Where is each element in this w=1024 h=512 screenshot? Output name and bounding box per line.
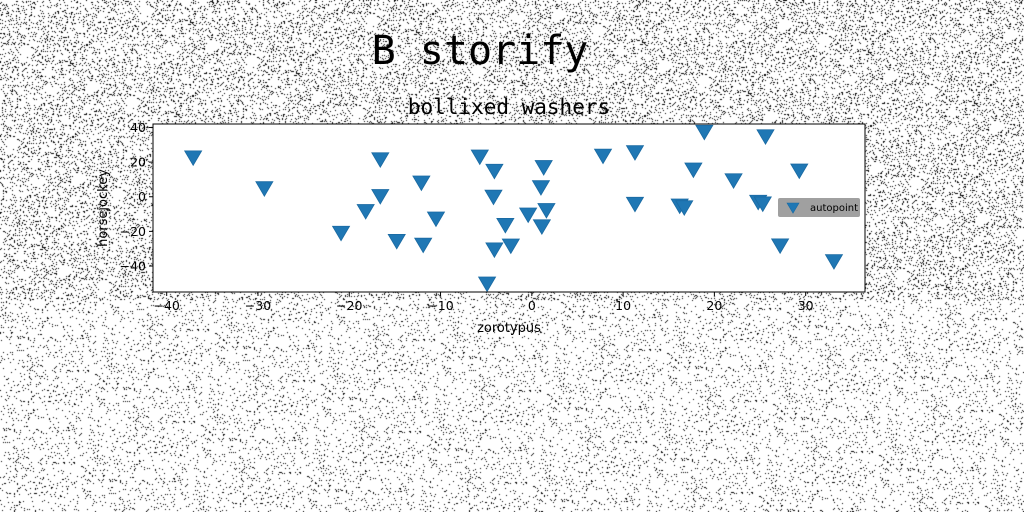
data-point [593, 148, 613, 165]
data-point [255, 181, 274, 197]
x-tick-label: 30 [798, 298, 814, 313]
chart-title: bollixed washers [408, 95, 610, 119]
plot-frame [152, 123, 866, 293]
legend-marker-icon [786, 202, 800, 214]
data-point [331, 225, 351, 242]
data-point [756, 129, 775, 145]
data-point [724, 173, 743, 189]
data-point [537, 203, 556, 219]
data-point [484, 189, 503, 206]
legend: autopoint [778, 198, 860, 217]
x-tick-label: −30 [245, 298, 271, 313]
data-point [695, 124, 714, 141]
x-tick-label: −20 [336, 298, 362, 313]
data-point [770, 238, 790, 255]
data-point [496, 218, 515, 234]
data-point [753, 196, 772, 213]
data-point [684, 162, 703, 179]
y-tick-label: 0 [138, 189, 146, 204]
x-tick-label: 20 [706, 298, 722, 313]
data-point [824, 254, 844, 270]
data-point [501, 238, 521, 255]
x-tick-label: 10 [615, 298, 631, 313]
x-axis-label: zorotypus [477, 321, 541, 336]
data-point [531, 180, 551, 196]
figure-suptitle: B storify [371, 28, 589, 74]
data-point [477, 276, 497, 293]
data-point [485, 242, 504, 259]
x-tick-label: −10 [427, 298, 453, 313]
data-point [790, 163, 809, 180]
data-point [625, 196, 645, 213]
data-point [371, 189, 390, 205]
data-point [387, 233, 406, 250]
data-point [470, 149, 489, 166]
data-point [518, 207, 538, 224]
y-axis-ticks: −40 −20 0 20 40 [120, 120, 153, 274]
legend-label: autopoint [810, 203, 858, 214]
data-point [675, 200, 694, 216]
y-axis-label: horsejockey [96, 169, 111, 247]
x-tick-label: 0 [528, 298, 536, 313]
data-point [426, 211, 446, 228]
x-axis-ticks: −40 −30 −20 −10 0 10 20 30 [153, 292, 814, 313]
data-point [625, 145, 645, 161]
y-tick-label: 20 [130, 155, 146, 170]
data-point [532, 219, 552, 236]
y-tick-label: −20 [120, 224, 146, 239]
data-point [356, 204, 375, 220]
data-point [413, 237, 433, 254]
data-point [534, 160, 553, 176]
data-point [485, 163, 504, 180]
x-tick-label: −40 [153, 298, 179, 313]
data-point [371, 152, 390, 169]
y-tick-label: 40 [130, 120, 146, 135]
y-tick-label: −40 [120, 259, 146, 274]
data-point [183, 150, 203, 167]
data-point [412, 175, 431, 192]
plot-area [153, 124, 865, 292]
data-points [183, 124, 844, 293]
